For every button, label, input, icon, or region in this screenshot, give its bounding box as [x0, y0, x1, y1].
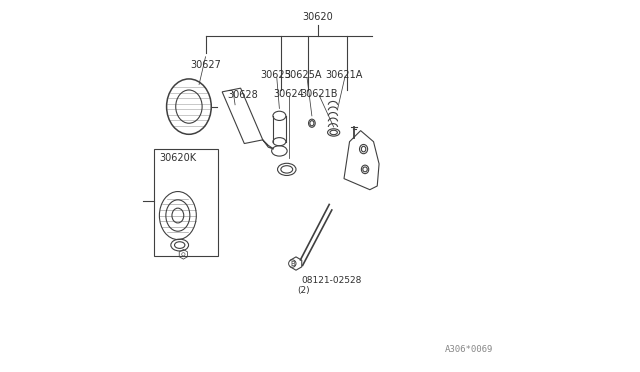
Text: 30620K: 30620K — [159, 153, 196, 163]
Text: 30625: 30625 — [260, 70, 291, 80]
Text: 30620: 30620 — [303, 12, 333, 22]
Text: (2): (2) — [297, 286, 310, 295]
Bar — [154, 149, 218, 256]
Text: 30625A: 30625A — [285, 70, 322, 80]
Text: B: B — [290, 260, 294, 266]
Text: 30621B: 30621B — [301, 89, 338, 99]
Text: 30627: 30627 — [190, 61, 221, 70]
Text: 08121-02528: 08121-02528 — [301, 276, 362, 285]
Text: A306*0069: A306*0069 — [445, 345, 493, 354]
Text: 30624: 30624 — [273, 89, 304, 99]
Text: 30628: 30628 — [228, 90, 259, 100]
Text: 30621A: 30621A — [325, 70, 363, 80]
